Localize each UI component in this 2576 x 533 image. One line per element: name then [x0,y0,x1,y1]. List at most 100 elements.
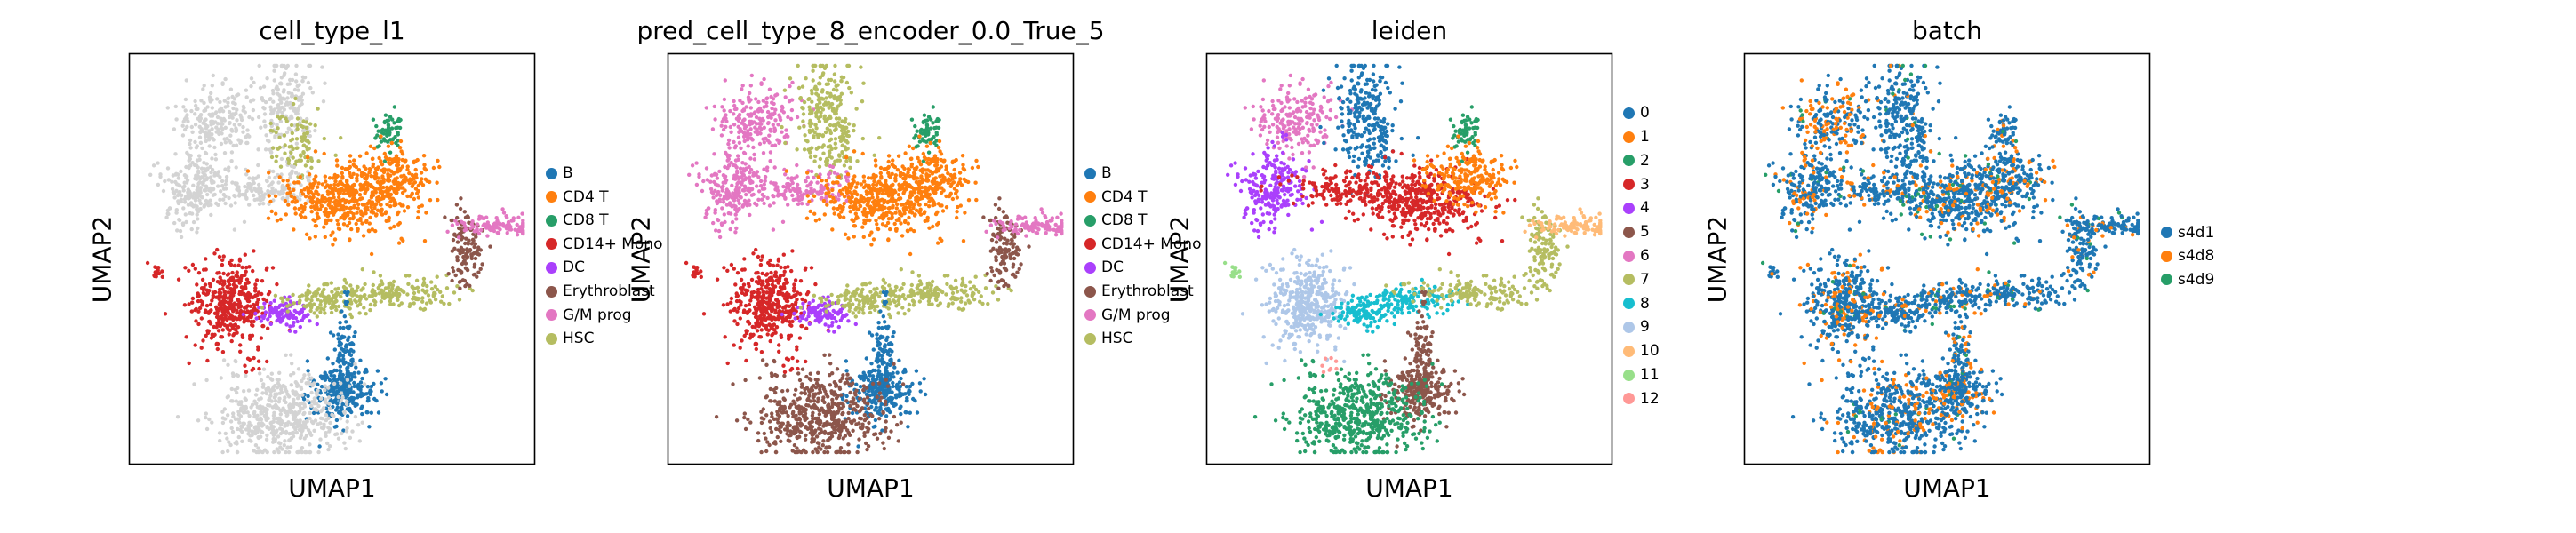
point-hsc [444,286,450,290]
point-cd14-mono [251,295,256,299]
point-unlabeled [353,362,357,366]
point-b [332,389,336,394]
point-cd4-t [867,211,871,215]
point-unlabeled [292,164,297,170]
point-cd14-mono [225,284,229,290]
point-hsc [827,77,831,83]
point-cd4-t [374,202,379,206]
point-unlabeled [247,413,252,418]
point-unlabeled [182,200,188,204]
point-unlabeled [306,198,310,203]
point-cd4-t [885,220,891,226]
point-cd4-t [403,160,407,164]
point-g-m-prog [714,172,719,177]
point-b [335,385,340,389]
point-unlabeled [202,172,207,178]
point-unlabeled [191,183,196,187]
point-g-m-prog [485,226,490,230]
point-unlabeled [333,432,338,437]
point-hsc [813,123,818,127]
point-cd4-t [327,196,332,201]
point-cd14-mono [156,266,160,271]
point-b [338,325,342,330]
point-cd14-mono [254,278,260,282]
point-cd4-t [927,226,932,230]
point-g-m-prog [770,143,774,148]
point-cd4-t [325,213,331,219]
point-g-m-prog [780,130,784,134]
point-unlabeled [211,187,216,191]
point-unlabeled [243,194,247,198]
point-g-m-prog [765,165,770,170]
point-cd14-mono [243,282,248,287]
point-unlabeled [294,402,299,406]
point-b [337,410,341,415]
point-erythroblast [469,252,474,257]
point-cd4-t [348,171,352,175]
point-unlabeled [297,104,302,108]
point-hsc [836,153,842,157]
point-hsc [310,294,315,299]
point-dc [266,317,270,322]
point-hsc [304,120,309,124]
point-unlabeled [279,422,284,426]
point-unlabeled [296,367,301,371]
point-unlabeled [345,426,349,431]
point-cd4-t [917,134,922,139]
point-cd4-t [373,177,378,181]
point-g-m-prog [738,166,743,171]
point-dc [297,312,302,316]
point-cd4-t [368,215,372,220]
point-cd4-t [337,195,341,200]
point-cd4-t [316,192,321,197]
point-cd4-t [299,214,304,219]
point-g-m-prog [690,163,695,168]
legend-item: G/M prog [546,306,632,324]
point-cd14-mono [231,287,236,291]
point-unlabeled [235,181,239,186]
point-cd4-t [355,198,359,203]
point-g-m-prog [717,197,722,202]
point-unlabeled [285,96,290,100]
point-g-m-prog [769,94,773,99]
point-cd4-t [860,151,865,156]
point-cd4-t [909,162,915,167]
point-unlabeled [184,174,189,179]
point-b [346,290,350,295]
point-g-m-prog [786,176,790,180]
point-unlabeled [223,431,228,436]
point-cd4-t [376,187,381,191]
point-cd4-t [362,183,366,187]
point-unlabeled [256,163,260,168]
point-hsc [421,276,427,282]
point-cd4-t [393,200,397,205]
point-cd4-t [852,179,856,184]
point-g-m-prog [764,96,770,100]
point-cd14-mono [259,336,264,340]
point-cd4-t [854,185,859,189]
point-dc [241,312,245,317]
point-cd4-t [332,182,337,187]
point-cd4-t [286,187,292,191]
point-cd4-t [955,188,959,194]
point-unlabeled [252,411,257,416]
point-unlabeled [227,440,231,444]
point-hsc [872,153,876,157]
point-unlabeled [184,164,188,170]
point-cd4-t [348,206,352,211]
point-g-m-prog [755,170,760,174]
point-cd4-t [344,205,348,210]
point-cd4-t [927,204,932,209]
point-cd4-t [352,203,356,208]
point-unlabeled [222,99,227,103]
point-hsc [840,137,844,141]
point-cd4-t [345,191,350,195]
point-unlabeled [350,429,355,434]
point-hsc [329,306,333,310]
point-unlabeled [209,91,213,96]
point-hsc [344,281,348,285]
point-unlabeled [196,418,201,423]
point-cd4-t [310,199,316,203]
point-hsc [832,96,836,101]
point-unlabeled [171,190,176,195]
